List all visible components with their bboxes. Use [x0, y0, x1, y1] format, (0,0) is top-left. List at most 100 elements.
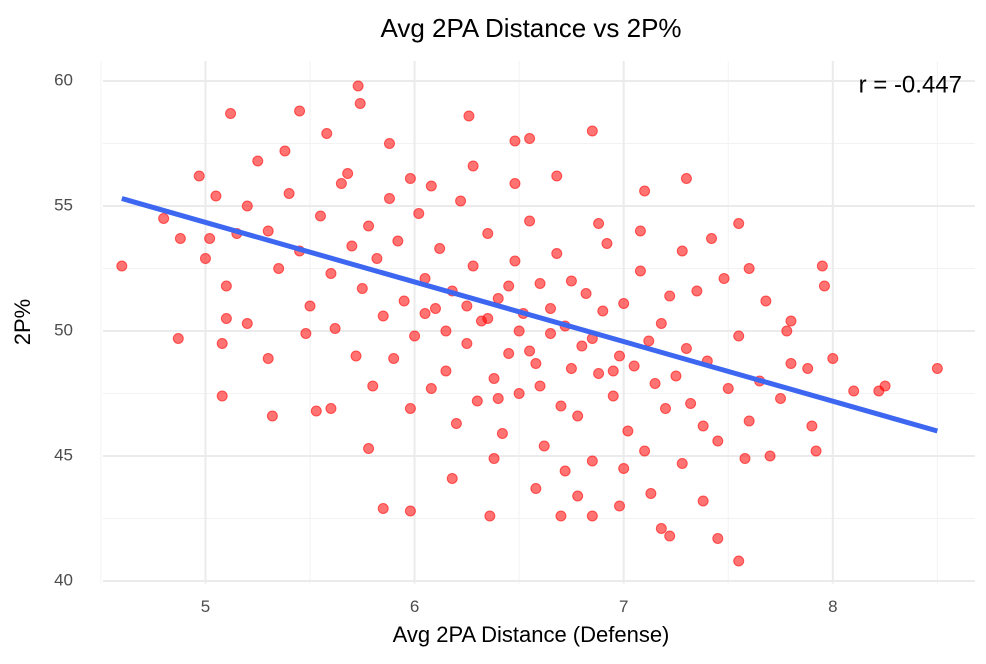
point [262, 353, 274, 364]
point [680, 173, 692, 184]
point [806, 420, 818, 432]
grid [100, 61, 975, 584]
point [593, 368, 605, 379]
point [216, 390, 228, 402]
point [586, 510, 598, 522]
point [199, 253, 211, 264]
point [524, 345, 536, 357]
point [524, 133, 536, 144]
point [450, 418, 462, 429]
point [718, 273, 730, 284]
point [325, 268, 337, 279]
y-tick-label: 60 [54, 70, 73, 89]
point [266, 410, 278, 422]
point [555, 400, 567, 412]
x-tick-label: 8 [828, 597, 837, 616]
point [467, 160, 479, 172]
point [273, 263, 285, 274]
point [781, 325, 793, 337]
point [471, 395, 483, 407]
point [618, 298, 630, 309]
point [335, 178, 347, 189]
point [383, 193, 395, 204]
point [712, 533, 724, 544]
point [622, 425, 634, 437]
point [172, 333, 184, 344]
point [363, 443, 375, 454]
point [580, 288, 592, 299]
point [509, 255, 521, 267]
point [660, 403, 672, 414]
point [503, 280, 515, 292]
point [363, 220, 375, 232]
point [530, 358, 542, 369]
chart-title: Avg 2PA Distance vs 2P% [380, 13, 681, 43]
point [649, 378, 661, 389]
point [785, 315, 797, 327]
point [634, 225, 646, 237]
point [555, 510, 567, 522]
point [367, 380, 379, 392]
point [300, 328, 312, 339]
point [241, 200, 253, 212]
point [346, 240, 358, 252]
point [342, 168, 354, 179]
point [764, 450, 776, 462]
trend-line [121, 196, 939, 434]
point [220, 313, 232, 324]
point [931, 363, 943, 374]
point [680, 343, 692, 354]
point [645, 488, 657, 499]
point [607, 365, 619, 377]
point [816, 260, 828, 272]
point [425, 180, 437, 192]
point [534, 278, 546, 289]
point [158, 213, 170, 224]
point [586, 455, 598, 467]
point [614, 500, 626, 512]
point [639, 185, 651, 197]
point [488, 453, 500, 464]
point [262, 225, 274, 237]
point [827, 353, 839, 364]
point [503, 348, 515, 359]
point [513, 388, 525, 399]
point [377, 503, 389, 514]
point [455, 195, 467, 207]
point [586, 125, 598, 137]
point [440, 365, 452, 377]
point [220, 280, 232, 292]
point [639, 445, 651, 457]
point [116, 260, 128, 272]
point [404, 505, 416, 517]
point [879, 380, 891, 392]
point [739, 453, 751, 464]
point [810, 445, 822, 457]
point [530, 483, 542, 494]
point [697, 420, 709, 432]
point [706, 233, 718, 244]
point [534, 380, 546, 392]
point [775, 393, 787, 404]
point [279, 145, 291, 157]
point [551, 170, 563, 182]
point [314, 210, 326, 222]
y-axis-title: 2P% [10, 299, 35, 345]
point [697, 495, 709, 507]
point [634, 265, 646, 277]
point [743, 415, 755, 427]
point [691, 285, 703, 297]
point [760, 295, 772, 307]
point [572, 490, 584, 502]
point [733, 555, 745, 567]
point [419, 308, 431, 319]
point [461, 338, 473, 349]
point [670, 370, 682, 382]
point [565, 275, 577, 287]
point [216, 338, 228, 349]
point [802, 363, 814, 374]
point [404, 173, 416, 184]
point [204, 233, 216, 244]
point [304, 300, 316, 312]
